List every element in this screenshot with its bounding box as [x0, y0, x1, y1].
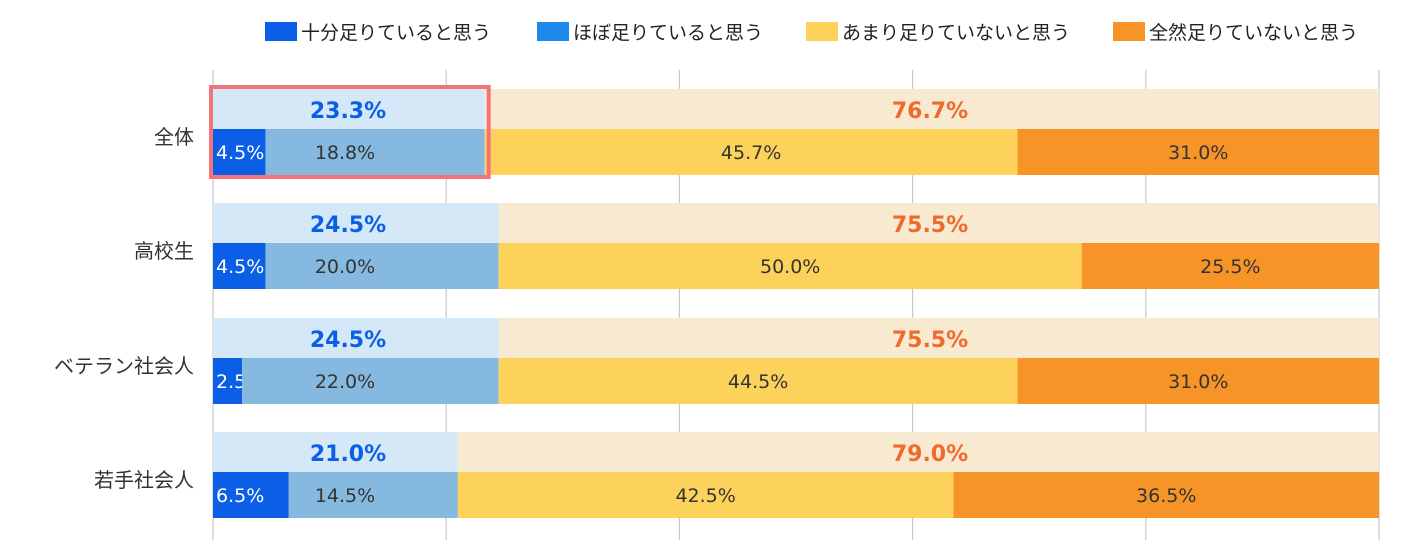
- category-label: 若手社会人: [94, 468, 194, 492]
- bar-segment: [213, 243, 266, 289]
- bar-value-label: 31.0%: [1168, 142, 1228, 164]
- bar-segment: [242, 358, 499, 404]
- legend-swatch: [265, 22, 297, 41]
- legend-swatch: [806, 22, 838, 41]
- bar-segment: [288, 472, 458, 518]
- legend-label: 十分足りていると思う: [301, 22, 491, 44]
- negative-total-bar: [457, 432, 1379, 472]
- legend: 十分足りていると思う ほぼ足りていると思う あまり足りていないと思う 全然足りていない…: [265, 22, 1358, 44]
- negative-total-label: 75.5%: [892, 328, 968, 353]
- category-label: 全体: [154, 125, 194, 149]
- bar-value-label: 42.5%: [675, 485, 735, 507]
- bar-value-label: 22.0%: [315, 371, 375, 393]
- bar-value-label: 6.5%: [216, 485, 264, 507]
- bar-value-label: 44.5%: [728, 371, 788, 393]
- bar-segment: [1081, 243, 1379, 289]
- legend-swatch: [1113, 22, 1145, 41]
- bar-value-label: 18.8%: [315, 142, 375, 164]
- positive-total-label: 24.5%: [310, 328, 386, 353]
- bar-value-label: 14.5%: [315, 485, 375, 507]
- negative-total-bar: [498, 318, 1379, 358]
- legend-label: 全然足りていないと思う: [1149, 22, 1358, 44]
- bar-segment: [484, 129, 1018, 175]
- negative-total-label: 76.7%: [892, 99, 968, 124]
- positive-total-bar: [213, 203, 499, 243]
- bar-value-label: 45.7%: [721, 142, 781, 164]
- legend-swatch: [537, 22, 569, 41]
- positive-total-label: 23.3%: [310, 99, 386, 124]
- category-label: ベテラン社会人: [54, 354, 194, 378]
- legend-label: あまり足りていないと思う: [842, 22, 1070, 44]
- bars: 23.3% 76.7% 4.5% 18.8% 45.7% 31.0% 24.5% 75.5% 4…: [213, 89, 1380, 518]
- bar-segment: [265, 129, 485, 175]
- bar-segment: [953, 472, 1379, 518]
- bar-segment: [457, 472, 954, 518]
- positive-total-bar: [213, 89, 485, 129]
- bar-segment: [498, 358, 1018, 404]
- highlight-frame: [209, 85, 491, 179]
- positive-total-label: 21.0%: [310, 442, 386, 467]
- negative-total-label: 75.5%: [892, 213, 968, 238]
- bar-value-label: 4.5%: [216, 142, 264, 164]
- bar-value-label: 50.0%: [760, 256, 820, 278]
- negative-total-bar: [498, 203, 1379, 243]
- bar-value-label: 31.0%: [1168, 371, 1228, 393]
- legend-label: ほぼ足りていると思う: [573, 22, 763, 44]
- negative-total-label: 79.0%: [892, 442, 968, 467]
- positive-total-bar: [213, 318, 499, 358]
- negative-total-bar: [484, 89, 1380, 129]
- highlight-layer: [209, 85, 491, 179]
- bar-segment: [213, 358, 243, 404]
- positive-total-label: 24.5%: [310, 213, 386, 238]
- bar-segment: [213, 129, 266, 175]
- positive-total-bar: [213, 432, 458, 472]
- bar-segment: [265, 243, 499, 289]
- bar-segment: [213, 472, 289, 518]
- bar-segment: [1017, 129, 1379, 175]
- category-label: 高校生: [134, 239, 194, 263]
- bar-segment: [1017, 358, 1379, 404]
- bar-segment: [498, 243, 1082, 289]
- bar-value-label: 36.5%: [1136, 485, 1196, 507]
- bar-value-label: 4.5%: [216, 256, 264, 278]
- bar-value-label: 20.0%: [315, 256, 375, 278]
- bar-value-label: 25.5%: [1200, 256, 1260, 278]
